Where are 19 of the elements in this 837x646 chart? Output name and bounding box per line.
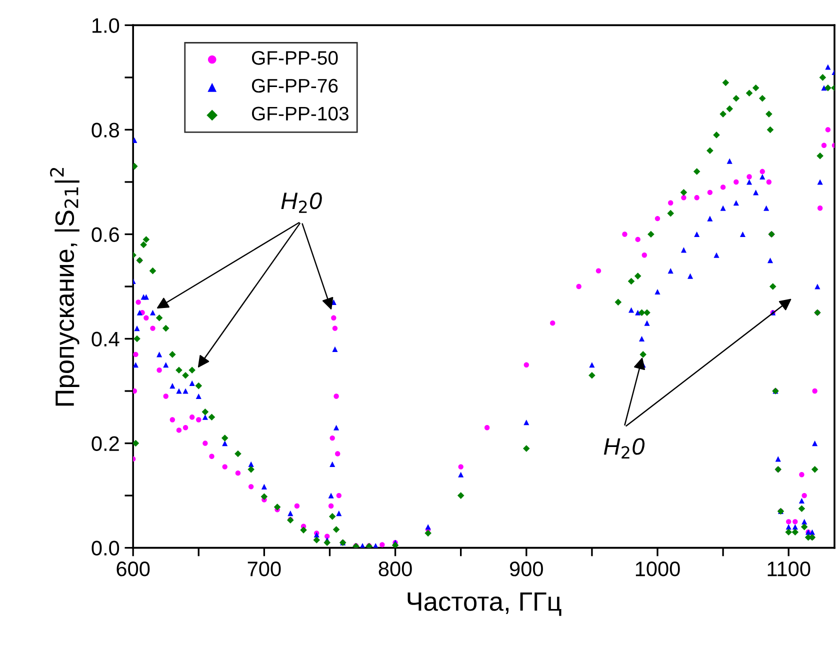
x-tick-label: 600	[116, 562, 150, 576]
y-tick-label: 0.6	[92, 227, 119, 242]
legend-label: GF-PP-50	[252, 51, 338, 65]
legend-label: GF-PP-103	[252, 106, 348, 121]
x-axis-title: Частота, ГГц	[408, 592, 562, 616]
legend-label: GF-PP-76	[252, 78, 338, 93]
y-tick-label: 0.0	[92, 540, 120, 556]
x-tick-label: 1000	[636, 562, 680, 576]
y-tick-label: 1.0	[92, 18, 120, 33]
x-tick-label: 1100	[768, 562, 810, 576]
y-axis-title: Пропускание, |S$_{21}$|$^{2}$	[50, 168, 80, 406]
annotation: H$_{2}$0	[604, 438, 645, 458]
y-tick-label: 0.8	[92, 122, 119, 138]
y-tick-label: 0.4	[92, 332, 120, 347]
x-tick-label: 800	[378, 562, 412, 576]
annotation: H$_{2}$0	[281, 192, 322, 213]
y-tick-label: 0.2	[92, 436, 119, 452]
x-tick-label: 700	[248, 562, 281, 576]
x-tick-label: 900	[510, 562, 543, 576]
